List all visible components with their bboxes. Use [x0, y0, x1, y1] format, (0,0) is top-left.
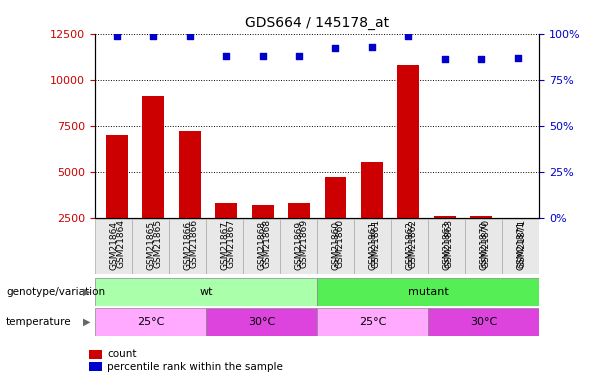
Point — [294, 53, 304, 59]
Point — [185, 33, 195, 39]
Text: GSM21861: GSM21861 — [368, 221, 377, 270]
Text: GSM21869: GSM21869 — [299, 219, 308, 268]
Text: mutant: mutant — [408, 286, 449, 297]
Bar — [361, 162, 383, 263]
Text: GSM21870: GSM21870 — [481, 219, 490, 268]
Bar — [132, 219, 169, 274]
Text: GSM21864: GSM21864 — [117, 219, 126, 268]
Point — [367, 44, 377, 50]
Text: 25°C: 25°C — [359, 316, 386, 327]
Text: 30°C: 30°C — [470, 316, 498, 327]
Bar — [288, 203, 310, 263]
Text: 30°C: 30°C — [248, 316, 275, 327]
Text: GSM21866: GSM21866 — [190, 219, 199, 268]
Point — [512, 55, 522, 61]
Bar — [324, 177, 346, 263]
Text: count: count — [107, 350, 137, 359]
Bar — [465, 219, 503, 274]
Bar — [252, 205, 273, 263]
Text: GSM21869: GSM21869 — [294, 221, 303, 270]
Bar — [142, 96, 164, 263]
Bar — [95, 308, 206, 336]
Bar — [391, 219, 428, 274]
Point — [221, 53, 231, 59]
Bar — [397, 65, 419, 263]
Bar — [503, 219, 539, 274]
Bar — [106, 135, 128, 263]
Text: percentile rank within the sample: percentile rank within the sample — [107, 362, 283, 372]
Text: GSM21870: GSM21870 — [479, 221, 489, 270]
Text: GSM21868: GSM21868 — [262, 219, 272, 268]
Text: ▶: ▶ — [83, 316, 91, 327]
Bar — [318, 278, 539, 306]
Bar — [318, 219, 354, 274]
Text: GSM21860: GSM21860 — [331, 221, 340, 270]
Point — [330, 45, 340, 51]
Bar — [354, 219, 391, 274]
Text: GSM21866: GSM21866 — [183, 221, 192, 270]
Bar — [206, 219, 243, 274]
Bar — [95, 219, 132, 274]
Point — [112, 33, 122, 39]
Bar — [243, 219, 280, 274]
Bar — [428, 308, 539, 336]
Bar — [507, 217, 528, 263]
Text: temperature: temperature — [6, 316, 72, 327]
Text: GSM21862: GSM21862 — [408, 219, 417, 268]
Text: 25°C: 25°C — [137, 316, 164, 327]
Text: GSM21871: GSM21871 — [517, 219, 527, 268]
Bar — [95, 278, 318, 306]
Bar — [428, 219, 465, 274]
Text: GSM21871: GSM21871 — [516, 221, 525, 270]
Bar — [280, 219, 318, 274]
Point — [476, 57, 486, 63]
Text: GSM21865: GSM21865 — [146, 221, 155, 270]
Text: GSM21862: GSM21862 — [405, 221, 414, 270]
Text: ▶: ▶ — [83, 286, 91, 297]
Bar — [179, 131, 200, 263]
Text: GSM21863: GSM21863 — [444, 219, 454, 268]
Text: GSM21861: GSM21861 — [372, 219, 381, 268]
Text: genotype/variation: genotype/variation — [6, 286, 105, 297]
Text: GSM21867: GSM21867 — [220, 221, 229, 270]
Bar — [434, 216, 455, 263]
Text: GSM21863: GSM21863 — [443, 221, 451, 270]
Point — [440, 57, 449, 63]
Bar — [318, 308, 428, 336]
Text: GSM21867: GSM21867 — [226, 219, 235, 268]
Point — [403, 33, 413, 39]
Point — [148, 33, 158, 39]
Title: GDS664 / 145178_at: GDS664 / 145178_at — [245, 16, 389, 30]
Bar — [215, 203, 237, 263]
Bar — [206, 308, 318, 336]
Bar — [470, 216, 492, 263]
Text: GSM21868: GSM21868 — [257, 221, 266, 270]
Text: GSM21864: GSM21864 — [109, 221, 118, 270]
Text: GSM21860: GSM21860 — [335, 219, 345, 268]
Text: GSM21865: GSM21865 — [153, 219, 162, 268]
Bar — [169, 219, 206, 274]
Text: wt: wt — [199, 286, 213, 297]
Point — [257, 53, 267, 59]
